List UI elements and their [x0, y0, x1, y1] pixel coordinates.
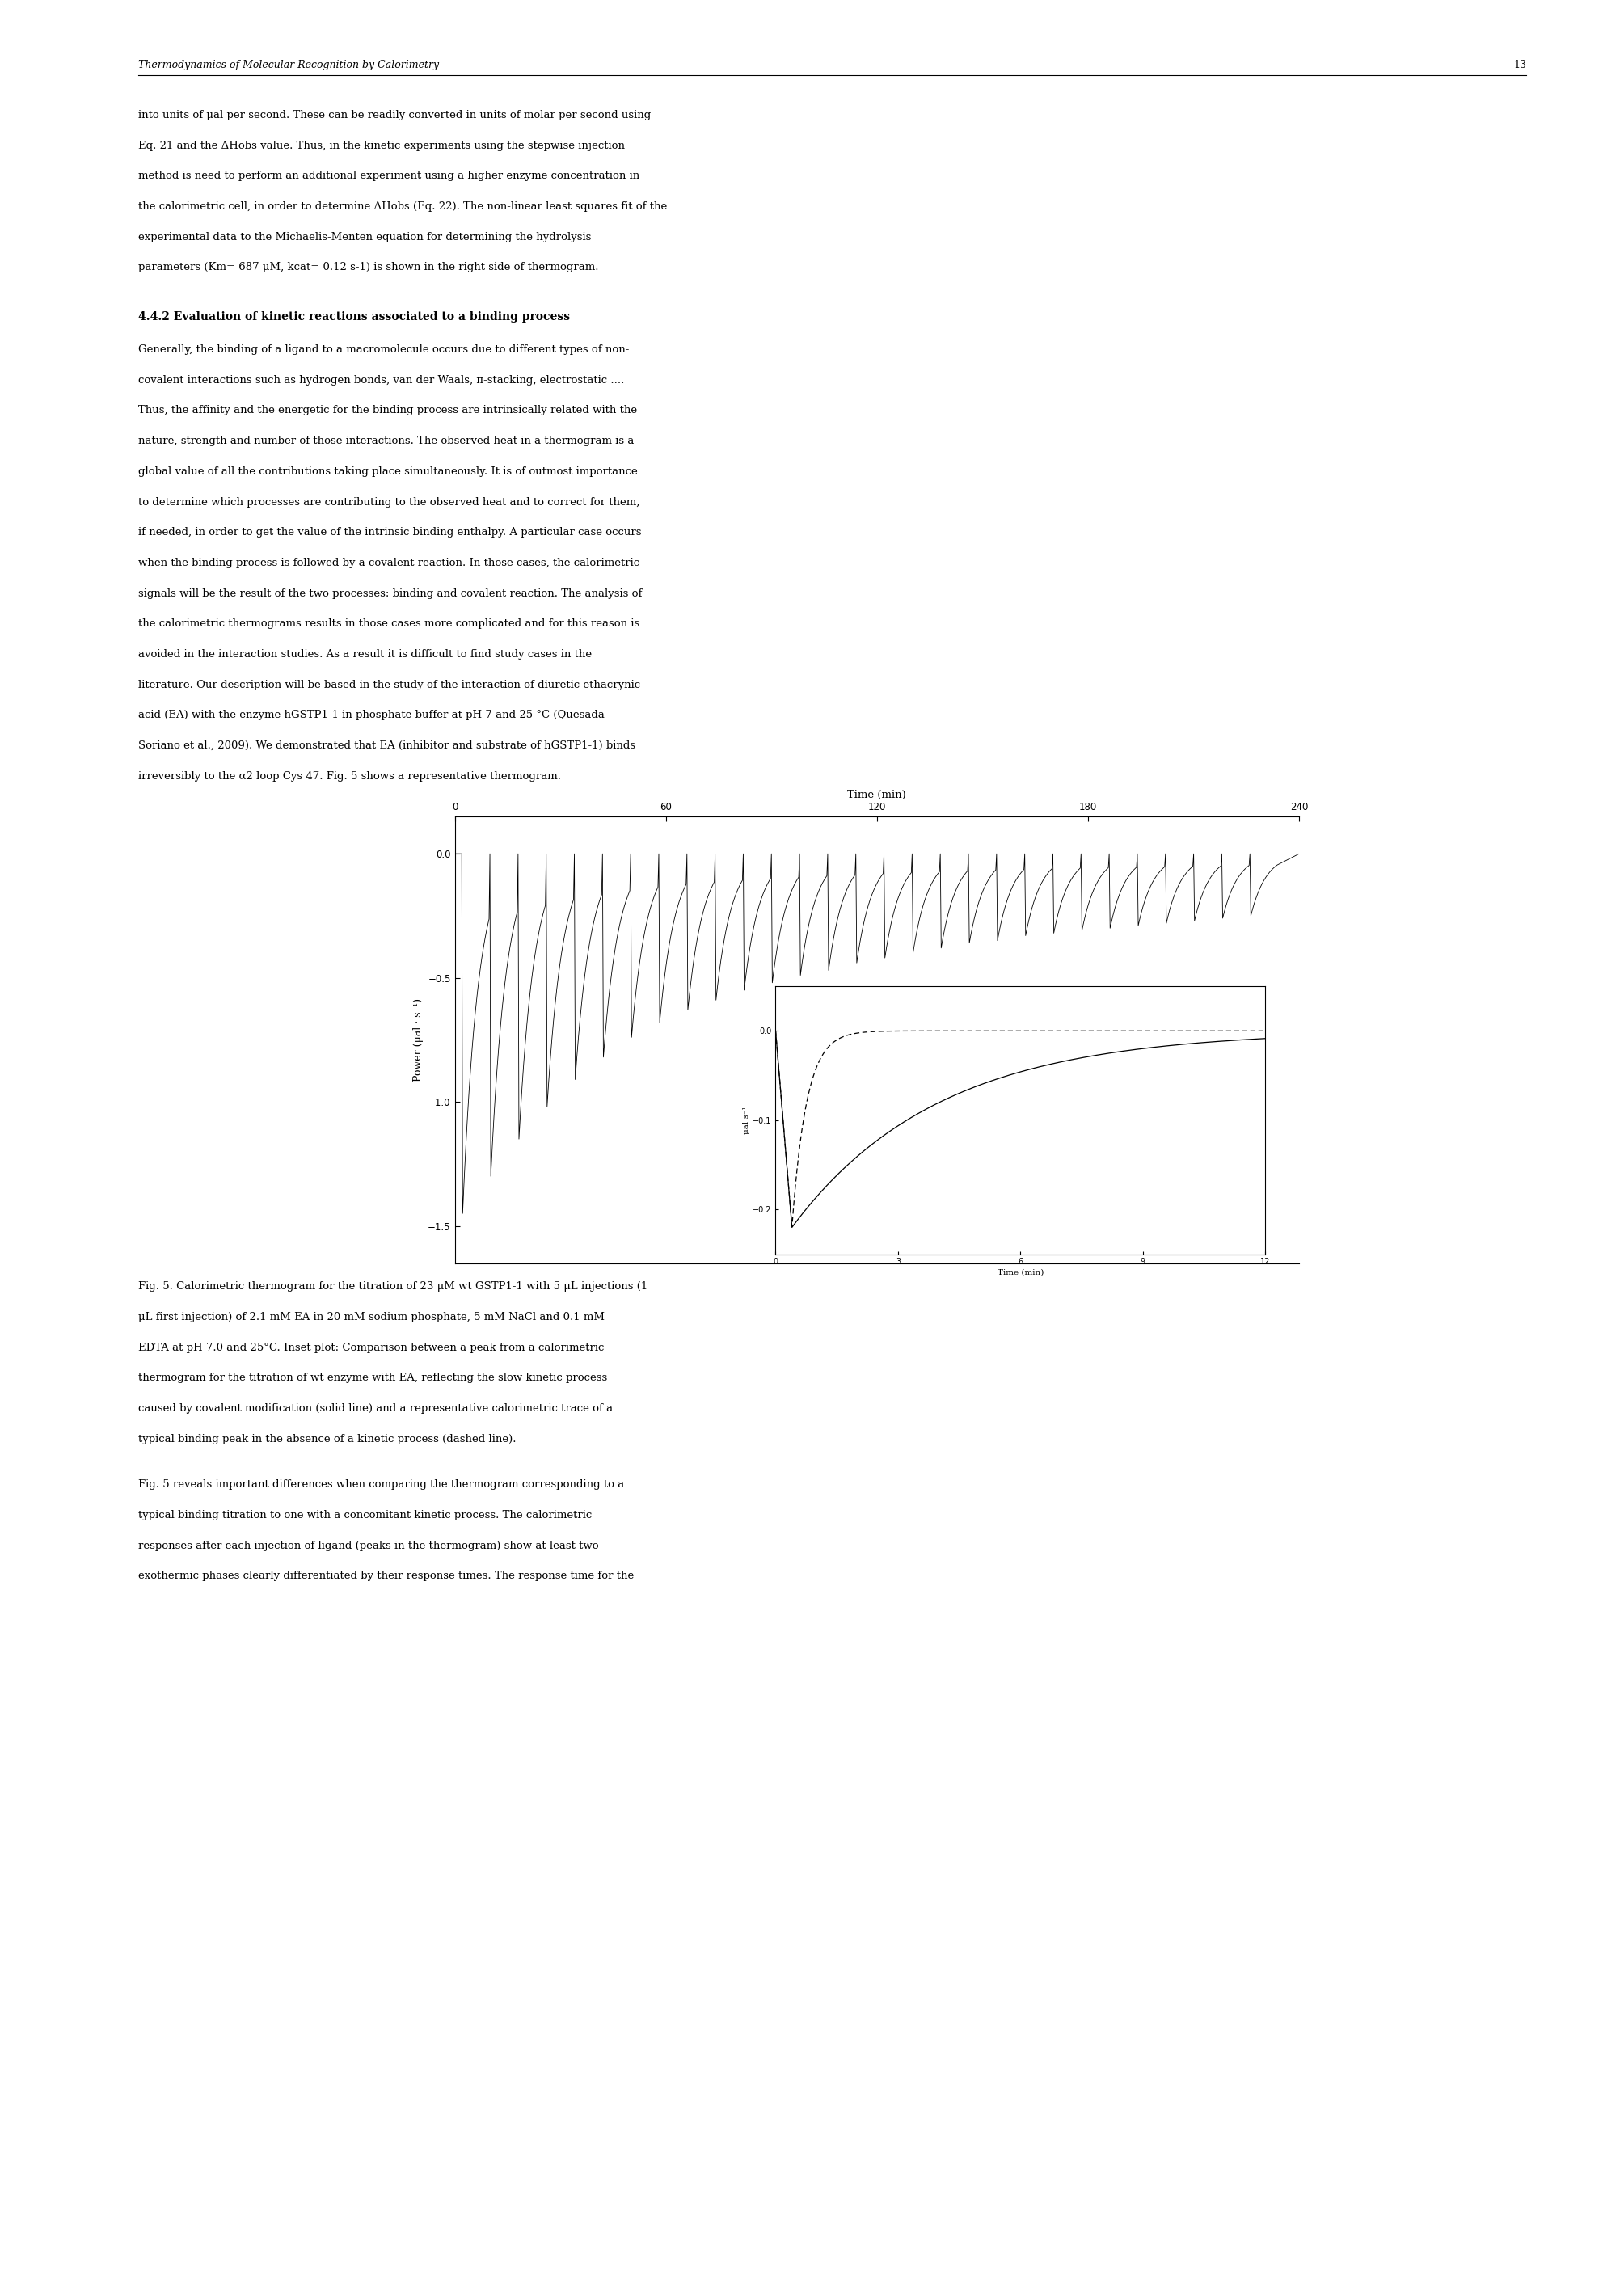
Text: EDTA at pH 7.0 and 25°C. Inset plot: Comparison between a peak from a calorimetr: EDTA at pH 7.0 and 25°C. Inset plot: Com…: [138, 1342, 604, 1353]
Text: 13: 13: [1514, 60, 1527, 71]
Text: thermogram for the titration of wt enzyme with EA, reflecting the slow kinetic p: thermogram for the titration of wt enzym…: [138, 1372, 607, 1383]
Text: Generally, the binding of a ligand to a macromolecule occurs due to different ty: Generally, the binding of a ligand to a …: [138, 344, 628, 355]
Text: responses after each injection of ligand (peaks in the thermogram) show at least: responses after each injection of ligand…: [138, 1541, 599, 1550]
Text: covalent interactions such as hydrogen bonds, van der Waals, π-stacking, electro: covalent interactions such as hydrogen b…: [138, 376, 624, 385]
Text: literature. Our description will be based in the study of the interaction of diu: literature. Our description will be base…: [138, 680, 640, 689]
Y-axis label: Power (μal · s⁻¹): Power (μal · s⁻¹): [412, 998, 424, 1081]
Text: the calorimetric thermograms results in those cases more complicated and for thi: the calorimetric thermograms results in …: [138, 618, 640, 630]
Text: caused by covalent modification (solid line) and a representative calorimetric t: caused by covalent modification (solid l…: [138, 1404, 612, 1413]
Text: signals will be the result of the two processes: binding and covalent reaction. : signals will be the result of the two pr…: [138, 589, 641, 598]
Text: experimental data to the Michaelis-Menten equation for determining the hydrolysi: experimental data to the Michaelis-Mente…: [138, 231, 591, 243]
Text: Soriano et al., 2009). We demonstrated that EA (inhibitor and substrate of hGSTP: Soriano et al., 2009). We demonstrated t…: [138, 740, 635, 751]
Text: when the binding process is followed by a covalent reaction. In those cases, the: when the binding process is followed by …: [138, 559, 640, 568]
Text: acid (EA) with the enzyme hGSTP1-1 in phosphate buffer at pH 7 and 25 °C (Quesad: acid (EA) with the enzyme hGSTP1-1 in ph…: [138, 710, 607, 721]
Text: exothermic phases clearly differentiated by their response times. The response t: exothermic phases clearly differentiated…: [138, 1571, 633, 1580]
Text: avoided in the interaction studies. As a result it is difficult to find study ca: avoided in the interaction studies. As a…: [138, 648, 591, 660]
Text: Eq. 21 and the ΔHobs value. Thus, in the kinetic experiments using the stepwise : Eq. 21 and the ΔHobs value. Thus, in the…: [138, 140, 625, 151]
Text: global value of all the contributions taking place simultaneously. It is of outm: global value of all the contributions ta…: [138, 467, 637, 476]
Text: to determine which processes are contributing to the observed heat and to correc: to determine which processes are contrib…: [138, 497, 640, 506]
Text: nature, strength and number of those interactions. The observed heat in a thermo: nature, strength and number of those int…: [138, 435, 633, 447]
Text: parameters (Km= 687 μM, kcat= 0.12 s-1) is shown in the right side of thermogram: parameters (Km= 687 μM, kcat= 0.12 s-1) …: [138, 261, 598, 273]
Text: into units of μal per second. These can be readily converted in units of molar p: into units of μal per second. These can …: [138, 110, 651, 121]
Text: typical binding titration to one with a concomitant kinetic process. The calorim: typical binding titration to one with a …: [138, 1509, 591, 1521]
Text: Fig. 5 reveals important differences when comparing the thermogram corresponding: Fig. 5 reveals important differences whe…: [138, 1479, 624, 1491]
Text: 4.4.2 Evaluation of kinetic reactions associated to a binding process: 4.4.2 Evaluation of kinetic reactions as…: [138, 311, 570, 323]
Text: Fig. 5. Calorimetric thermogram for the titration of 23 μM wt GSTP1-1 with 5 μL : Fig. 5. Calorimetric thermogram for the …: [138, 1282, 648, 1292]
Text: the calorimetric cell, in order to determine ΔHobs (Eq. 22). The non-linear leas: the calorimetric cell, in order to deter…: [138, 202, 667, 211]
Text: method is need to perform an additional experiment using a higher enzyme concent: method is need to perform an additional …: [138, 172, 640, 181]
Text: if needed, in order to get the value of the intrinsic binding enthalpy. A partic: if needed, in order to get the value of …: [138, 527, 641, 538]
Text: Thus, the affinity and the energetic for the binding process are intrinsically r: Thus, the affinity and the energetic for…: [138, 405, 637, 417]
Text: μL first injection) of 2.1 mM EA in 20 mM sodium phosphate, 5 mM NaCl and 0.1 mM: μL first injection) of 2.1 mM EA in 20 m…: [138, 1312, 604, 1321]
Text: typical binding peak in the absence of a kinetic process (dashed line).: typical binding peak in the absence of a…: [138, 1434, 516, 1445]
X-axis label: Time (min): Time (min): [848, 790, 906, 799]
Text: irreversibly to the α2 loop Cys 47. Fig. 5 shows a representative thermogram.: irreversibly to the α2 loop Cys 47. Fig.…: [138, 772, 560, 781]
Text: Thermodynamics of Molecular Recognition by Calorimetry: Thermodynamics of Molecular Recognition …: [138, 60, 438, 71]
